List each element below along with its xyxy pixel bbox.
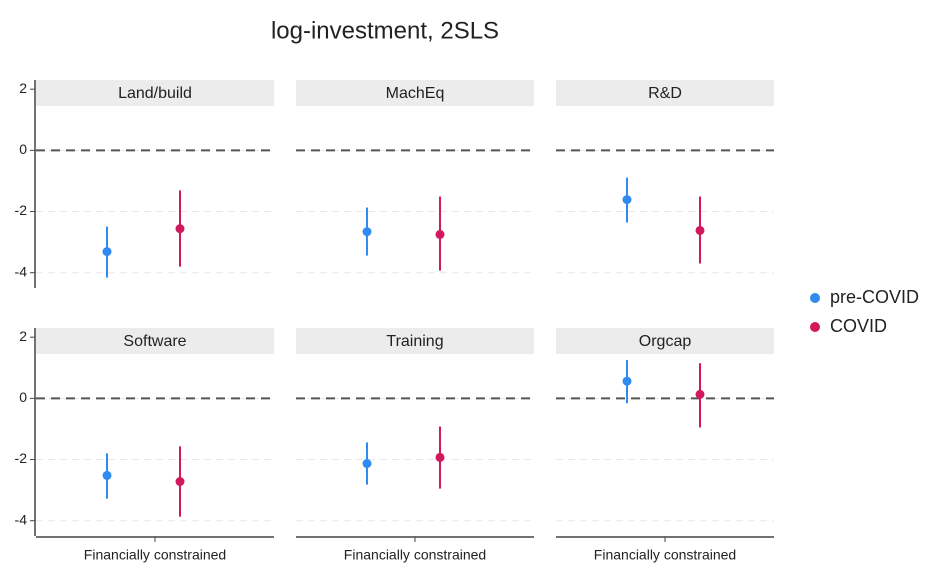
- point-estimate: [362, 459, 372, 469]
- panel-title: MachEq: [386, 85, 445, 102]
- panel-title: Software: [123, 333, 186, 350]
- legend-marker: [810, 293, 820, 303]
- legend-label: pre-COVID: [830, 287, 919, 307]
- panel-title: R&D: [648, 85, 682, 102]
- point-estimate: [622, 195, 632, 205]
- point-estimate: [102, 247, 112, 257]
- panel-strip: [296, 80, 534, 106]
- point-estimate: [175, 477, 185, 487]
- point-estimate: [622, 376, 632, 386]
- y-tick-label: 0: [19, 141, 27, 157]
- point-estimate: [102, 470, 112, 480]
- y-tick-label: 2: [19, 328, 27, 344]
- panel-strip: [556, 80, 774, 106]
- x-axis-label: Financially constrained: [594, 547, 736, 563]
- panel-title: Training: [386, 333, 443, 350]
- point-estimate: [435, 452, 445, 462]
- y-tick-label: -4: [15, 511, 28, 527]
- panel-strip: [36, 328, 274, 354]
- y-tick-label: -2: [15, 450, 28, 466]
- legend-label: COVID: [830, 316, 887, 336]
- panel-strip: [36, 80, 274, 106]
- point-estimate: [435, 229, 445, 239]
- panel-strip: [296, 328, 534, 354]
- x-axis-label: Financially constrained: [84, 547, 226, 563]
- point-estimate: [695, 225, 705, 235]
- y-tick-label: -4: [15, 263, 28, 279]
- panel-title: Orgcap: [639, 333, 692, 350]
- x-axis-label: Financially constrained: [344, 547, 486, 563]
- legend-marker: [810, 322, 820, 332]
- point-estimate: [362, 227, 372, 237]
- point-estimate: [175, 224, 185, 234]
- y-tick-label: 2: [19, 80, 27, 96]
- y-tick-label: -2: [15, 202, 28, 218]
- point-estimate: [695, 389, 705, 399]
- panel-title: Land/build: [118, 85, 192, 102]
- chart-title: log-investment, 2SLS: [271, 17, 499, 44]
- y-tick-label: 0: [19, 389, 27, 405]
- panel-strip: [556, 328, 774, 354]
